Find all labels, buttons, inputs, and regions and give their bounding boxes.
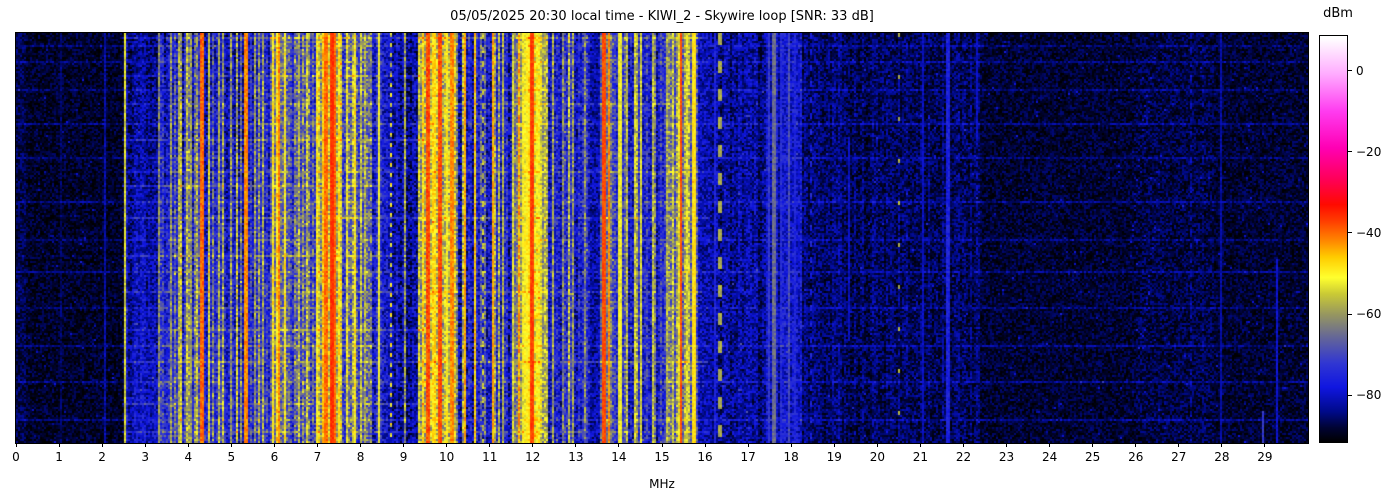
x-tick-label: 13 [568, 450, 584, 464]
x-tick-label: 21 [912, 450, 929, 464]
x-tick-mark [747, 443, 749, 447]
x-tick-label: 20 [869, 450, 885, 464]
x-tick-label: 22 [955, 450, 972, 464]
x-tick-mark [58, 443, 60, 447]
x-tick-mark [187, 443, 189, 447]
x-tick-mark [618, 443, 620, 447]
colorbar-tick-label: −40 [1356, 225, 1382, 240]
x-tick-label: 0 [12, 450, 20, 464]
x-tick-mark [316, 443, 318, 447]
x-tick-mark [273, 443, 275, 447]
x-tick-mark [790, 443, 792, 447]
x-tick-label: 27 [1171, 450, 1187, 464]
x-tick-label: 6 [270, 450, 279, 464]
x-tick-label: 19 [826, 450, 842, 464]
x-tick-label: 4 [184, 450, 193, 464]
x-tick-label: 3 [141, 450, 149, 464]
x-tick-label: 17 [740, 450, 756, 464]
colorbar [1319, 35, 1348, 443]
x-tick-label: 14 [611, 450, 627, 464]
colorbar-tick-label: −20 [1356, 144, 1382, 159]
colorbar-tick-mark [1347, 232, 1352, 234]
x-tick-mark [661, 443, 663, 447]
colorbar-tick-mark [1347, 70, 1352, 71]
x-tick-label: 11 [482, 450, 498, 464]
x-tick-label: 23 [998, 450, 1015, 464]
x-tick-mark [489, 443, 491, 447]
x-tick-mark [403, 443, 405, 447]
x-tick-mark [1135, 443, 1137, 447]
waterfall-heatmap [15, 32, 1309, 444]
x-tick-label: 15 [654, 450, 670, 464]
x-tick-label: 28 [1214, 450, 1230, 464]
x-tick-mark [15, 443, 17, 447]
x-tick-mark [704, 443, 706, 447]
colorbar-tick-label: −60 [1356, 307, 1382, 322]
x-tick-label: 10 [439, 450, 455, 464]
x-tick-mark [360, 443, 362, 447]
x-tick-label: 24 [1041, 450, 1058, 464]
x-tick-mark [1221, 443, 1223, 447]
colorbar-tick-label: 0 [1356, 63, 1364, 78]
x-tick-mark [1092, 443, 1094, 447]
colorbar-tick-mark [1347, 394, 1352, 396]
x-tick-label: 2 [98, 450, 106, 464]
chart-title: 05/05/2025 20:30 local time - KIWI_2 - S… [450, 9, 874, 24]
x-tick-label: 9 [399, 450, 408, 464]
x-tick-mark [230, 443, 232, 447]
x-tick-mark [962, 443, 964, 447]
x-tick-mark [919, 443, 921, 447]
x-tick-mark [575, 443, 577, 447]
x-axis-label: MHz [649, 477, 675, 491]
x-tick-mark [532, 443, 534, 447]
x-tick-label: 1 [55, 450, 63, 464]
x-tick-mark [1178, 443, 1180, 447]
x-tick-mark [833, 443, 835, 447]
x-tick-label: 8 [356, 450, 365, 464]
colorbar-tick-label: −80 [1356, 388, 1382, 403]
x-tick-label: 12 [525, 450, 541, 464]
colorbar-tick-mark [1347, 313, 1352, 315]
x-tick-label: 7 [313, 450, 322, 464]
x-tick-mark [144, 443, 146, 447]
x-tick-label: 16 [697, 450, 713, 464]
x-tick-mark [101, 443, 103, 447]
x-tick-mark [1006, 443, 1008, 447]
x-tick-label: 29 [1257, 450, 1273, 464]
x-tick-label: 25 [1085, 450, 1101, 464]
colorbar-tick-mark [1347, 151, 1352, 153]
x-tick-mark [1049, 443, 1051, 447]
x-tick-label: 26 [1128, 450, 1144, 464]
x-tick-mark [876, 443, 878, 447]
x-tick-label: 18 [783, 450, 799, 464]
colorbar-unit-label: dBm [1323, 6, 1353, 21]
x-tick-label: 5 [227, 450, 236, 464]
x-tick-mark [1264, 443, 1266, 447]
x-tick-mark [446, 443, 448, 447]
